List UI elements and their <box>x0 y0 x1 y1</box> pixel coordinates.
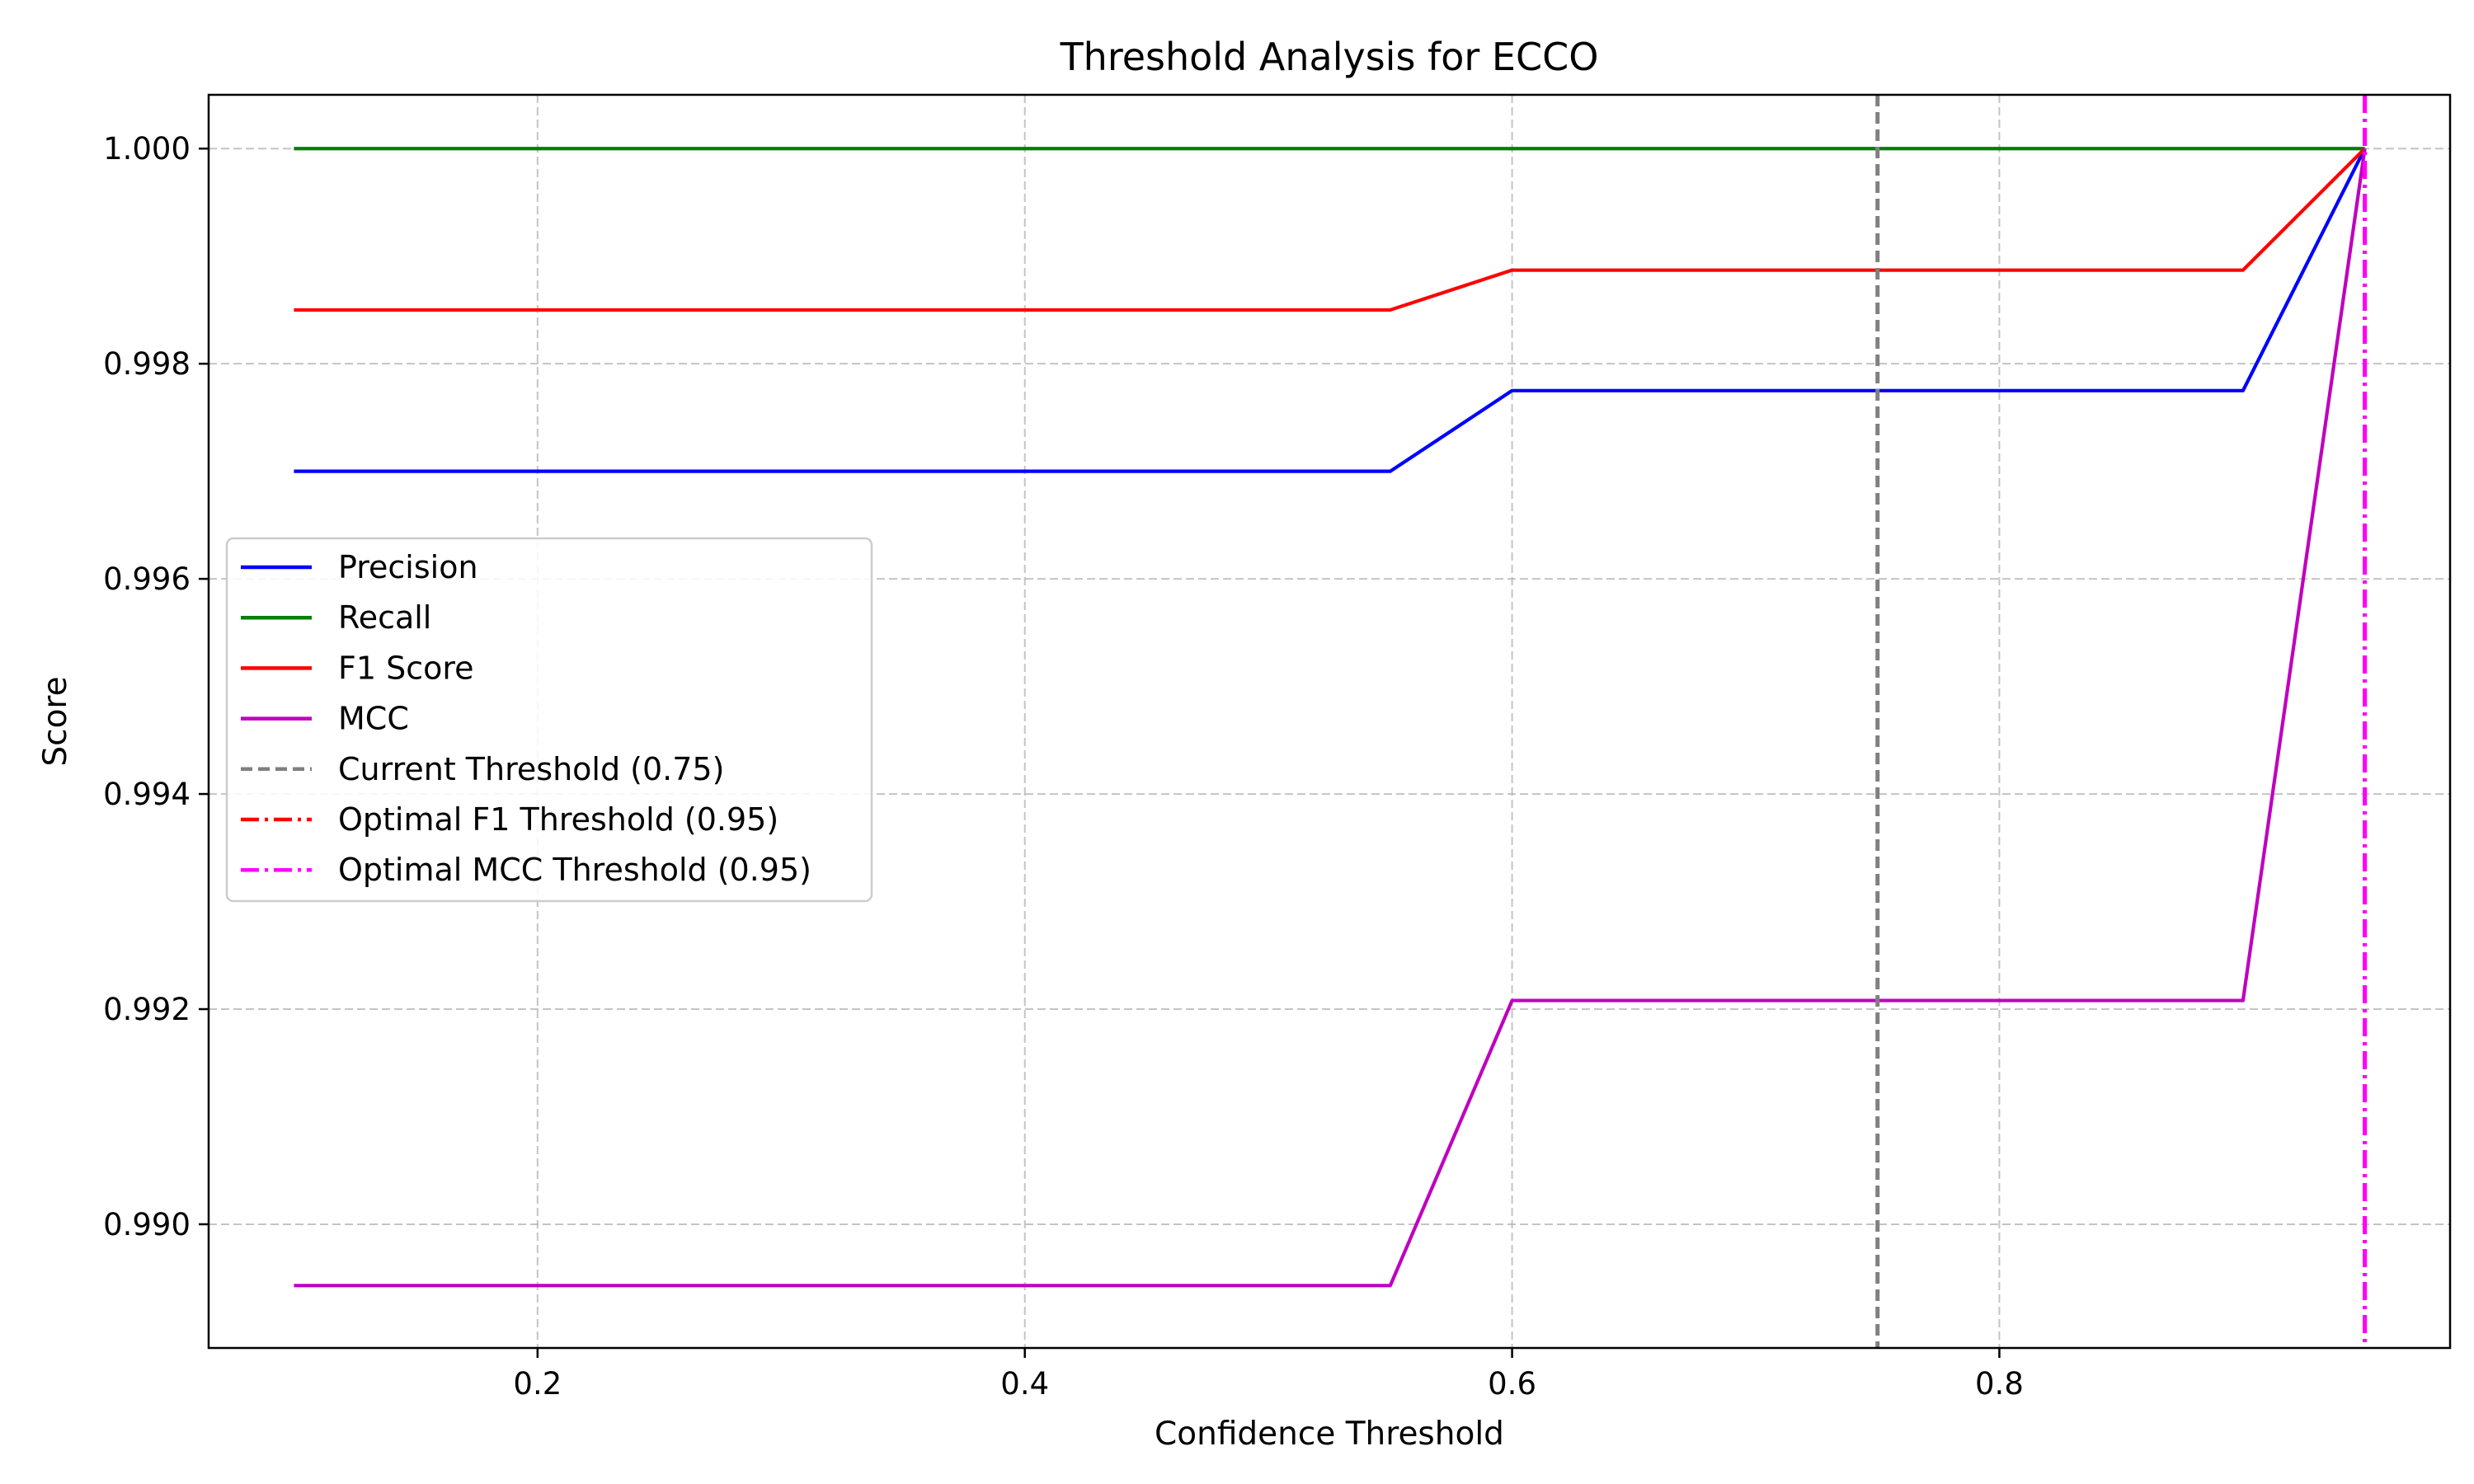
y-tick-label: 0.990 <box>103 1207 190 1242</box>
legend-label: F1 Score <box>338 650 474 686</box>
y-tick-label: 0.992 <box>103 992 190 1027</box>
y-tick-label: 0.998 <box>103 346 190 382</box>
y-tick-label: 0.996 <box>103 561 190 597</box>
series-line-precision <box>294 148 2367 473</box>
legend: Precision Recall F1 Score MCC Current Thresh… <box>225 537 873 903</box>
legend-label: Recall <box>338 599 431 636</box>
series-lines <box>294 147 2367 1288</box>
x-axis-ticks: 0.2 0.4 0.6 0.8 <box>513 1348 2024 1402</box>
x-axis-label: Confidence Threshold <box>1155 1416 1504 1453</box>
series-line-mcc <box>294 148 2367 1288</box>
y-tick-label: 1.000 <box>103 131 190 167</box>
threshold-lines <box>1875 95 2368 1348</box>
plot-area-frame <box>207 93 2452 1350</box>
y-axis-ticks: 0.990 0.992 0.994 0.996 0.998 1.000 <box>103 131 209 1242</box>
chart-title: Threshold Analysis for ECCO <box>1060 35 1599 79</box>
legend-label: Optimal F1 Threshold (0.95) <box>338 801 778 838</box>
y-axis-label: Score <box>37 676 74 766</box>
legend-label: Precision <box>338 549 478 585</box>
y-tick-label: 0.994 <box>103 777 190 812</box>
legend-label: MCC <box>338 701 409 737</box>
x-tick-label: 0.2 <box>513 1366 562 1402</box>
legend-label: Current Threshold (0.75) <box>338 751 724 787</box>
series-line-f1-score <box>294 147 2367 312</box>
legend-label: Optimal MCC Threshold (0.95) <box>338 852 811 888</box>
legend-box <box>225 537 873 903</box>
x-tick-label: 0.6 <box>1488 1366 1536 1402</box>
x-tick-label: 0.8 <box>1975 1366 2024 1402</box>
x-tick-label: 0.4 <box>1000 1366 1049 1402</box>
